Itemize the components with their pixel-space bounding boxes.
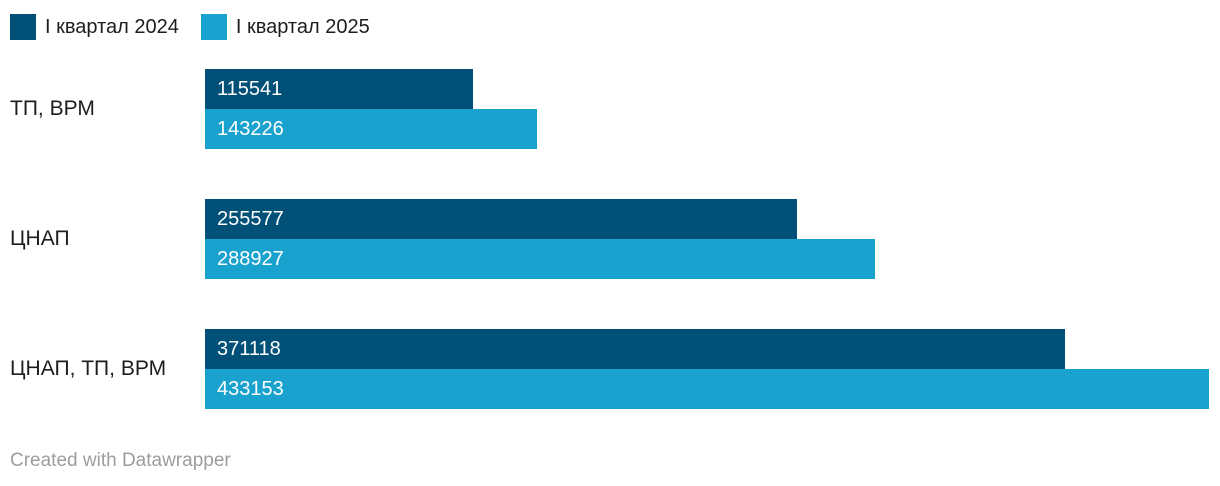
bar-value-label: 288927 bbox=[217, 248, 284, 270]
bar-value-label: 433153 bbox=[217, 378, 284, 400]
bar-chart: ТП, ВРМ 115541 143226 ЦНАП 255577 288927 ЦНАП,… bbox=[0, 69, 1220, 409]
footer: Created with Datawrapper bbox=[10, 450, 1220, 472]
bar-series-0: 371118 bbox=[205, 329, 1066, 369]
legend-swatch-icon bbox=[200, 14, 227, 40]
bar-series-0: 115541 bbox=[205, 69, 473, 109]
bar-value-label: 255577 bbox=[217, 208, 284, 230]
legend-label: I квартал 2025 bbox=[235, 15, 370, 38]
chart-row: ЦНАП 255577 288927 bbox=[0, 199, 1220, 279]
legend-item: I квартал 2024 bbox=[10, 14, 179, 40]
bar-group: 371118 433153 bbox=[205, 329, 1209, 409]
bar-group: 255577 288927 bbox=[205, 199, 1209, 279]
datawrapper-credit-link[interactable]: Created with Datawrapper bbox=[10, 450, 231, 471]
chart-row: ЦНАП, ТП, ВРМ 371118 433153 bbox=[0, 329, 1220, 409]
bar-series-1: 288927 bbox=[205, 239, 875, 279]
bar-value-label: 371118 bbox=[217, 338, 281, 360]
bar-value-label: 115541 bbox=[217, 78, 283, 100]
bar-series-1: 433153 bbox=[205, 369, 1209, 409]
legend-label: I квартал 2024 bbox=[45, 15, 179, 38]
category-label: ТП, ВРМ bbox=[10, 97, 95, 120]
legend: I квартал 2024 I квартал 2025 bbox=[0, 0, 1220, 40]
chart-row: ТП, ВРМ 115541 143226 bbox=[0, 69, 1220, 149]
legend-swatch-icon bbox=[10, 14, 36, 40]
category-label: ЦНАП bbox=[10, 227, 70, 250]
bar-series-1: 143226 bbox=[205, 109, 537, 149]
bar-group: 115541 143226 bbox=[205, 69, 1209, 149]
category-label: ЦНАП, ТП, ВРМ bbox=[10, 357, 167, 380]
bar-value-label: 143226 bbox=[217, 118, 284, 140]
legend-item: I квартал 2025 bbox=[200, 14, 370, 40]
bar-series-0: 255577 bbox=[205, 199, 798, 239]
